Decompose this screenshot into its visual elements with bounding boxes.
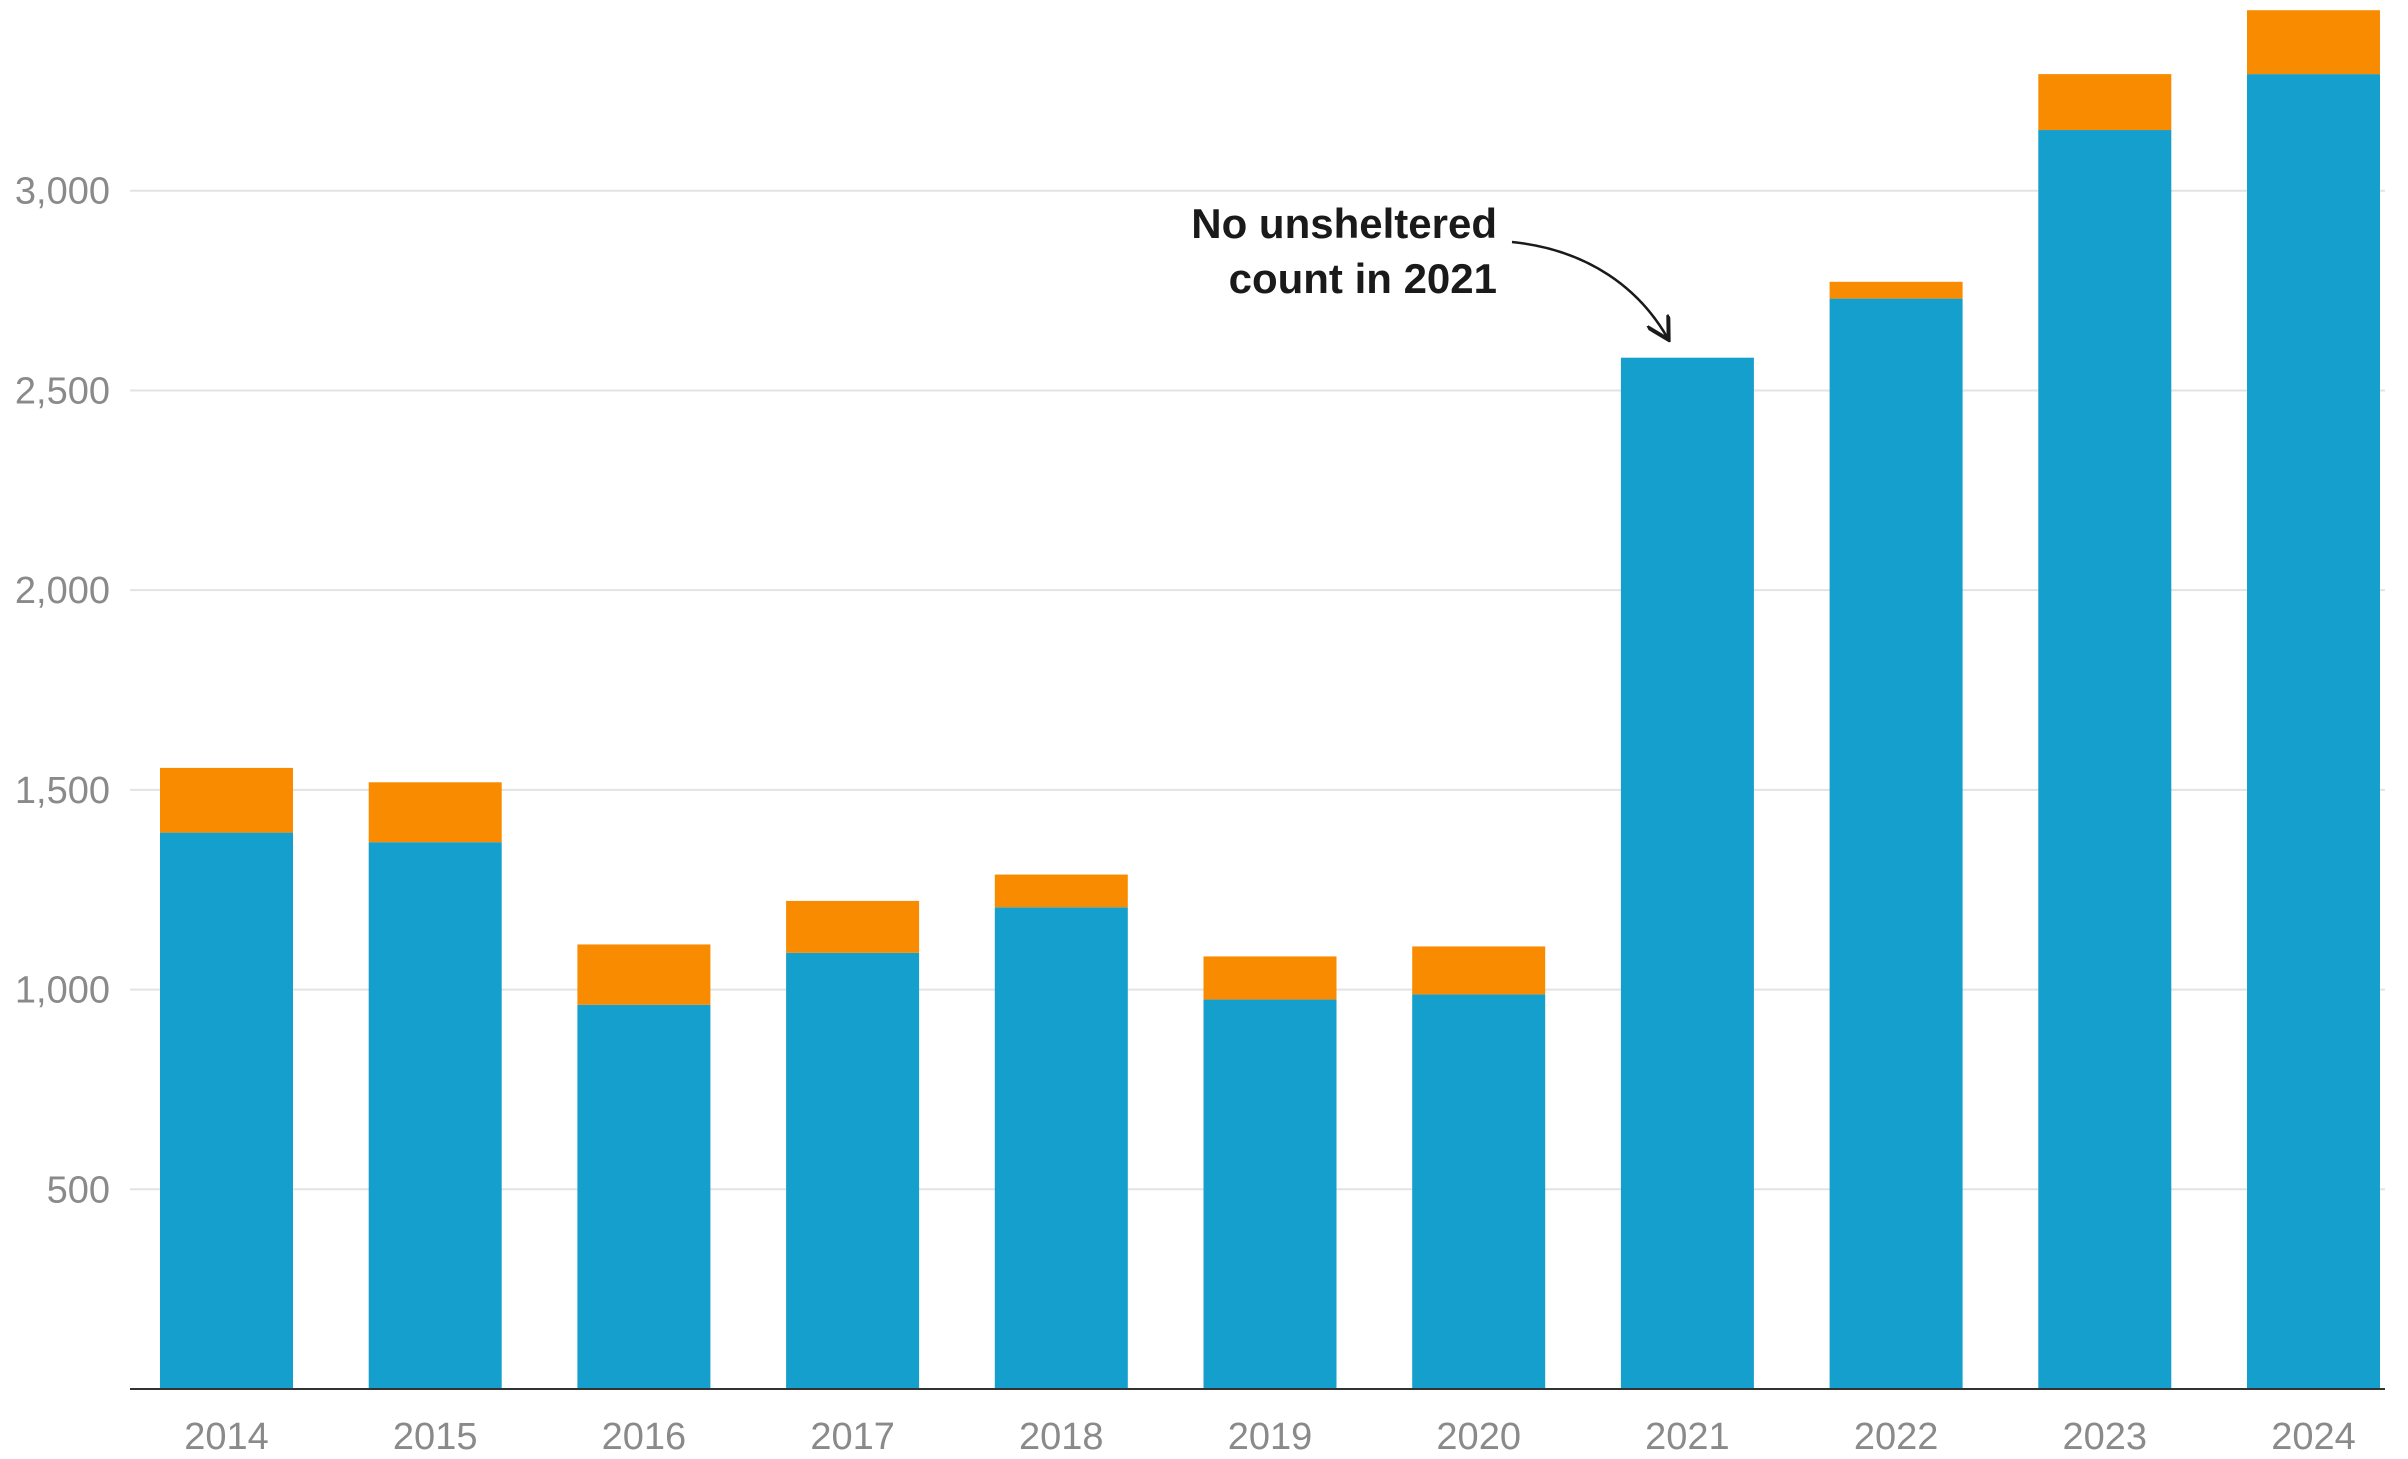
x-axis-ticks: 2014 2015 2016 2017 2018 2019 2020 2021 2022 2023…	[184, 1416, 2356, 1458]
bar-2022-segment-2	[1829, 281, 1963, 299]
bar-2017-segment-1	[786, 952, 920, 1389]
y-tick-label: 3,000	[15, 171, 110, 213]
x-tick-label: 2014	[184, 1416, 269, 1458]
bar-2017-segment-2	[786, 900, 920, 953]
x-tick-label: 2020	[1436, 1416, 1521, 1458]
annotation-arrow	[1511, 240, 1667, 338]
gridlines	[130, 189, 2385, 1191]
bar-2014-segment-1	[160, 832, 293, 1389]
annotation-label: No unsheltered	[1191, 200, 1497, 247]
bar-2024-segment-2	[2247, 10, 2380, 75]
x-tick-label: 2018	[1019, 1416, 1104, 1458]
x-tick-label: 2024	[2271, 1416, 2356, 1458]
bar-2020-segment-1	[1412, 994, 1546, 1389]
bar-2018-segment-1	[994, 907, 1128, 1389]
y-tick-label: 2,500	[15, 370, 110, 412]
x-tick-label: 2019	[1228, 1416, 1313, 1458]
y-axis-ticks: 500 1,000 1,500 2,000 2,500 3,000	[15, 171, 110, 1212]
bar-2018-segment-2	[994, 874, 1128, 908]
bar-2023-segment-2	[2038, 74, 2172, 131]
y-tick-label: 2,000	[15, 570, 110, 612]
x-tick-label: 2023	[2063, 1416, 2148, 1458]
x-tick-label: 2017	[810, 1416, 895, 1458]
y-tick-label: 500	[47, 1169, 110, 1211]
annotation-label: count in 2021	[1229, 255, 1497, 302]
bars	[160, 10, 2380, 1390]
bar-2022-segment-1	[1829, 298, 1963, 1389]
x-tick-label: 2016	[602, 1416, 687, 1458]
bar-2021-segment-1	[1620, 357, 1754, 1390]
y-tick-label: 1,500	[15, 770, 110, 812]
y-tick-label: 1,000	[15, 970, 110, 1012]
x-tick-label: 2021	[1645, 1416, 1730, 1458]
bar-2023-segment-1	[2038, 130, 2172, 1390]
bar-2015-segment-1	[368, 842, 502, 1389]
annotations: No unsheltered count in 2021	[1191, 200, 1667, 338]
bar-2015-segment-2	[368, 782, 502, 843]
bar-2024-segment-1	[2247, 74, 2380, 1390]
bar-2016-segment-1	[577, 1004, 711, 1389]
bar-2019-segment-1	[1203, 999, 1337, 1389]
x-tick-label: 2015	[393, 1416, 478, 1458]
bar-2019-segment-2	[1203, 956, 1337, 1000]
bar-2020-segment-2	[1412, 946, 1546, 995]
bar-2016-segment-2	[577, 944, 711, 1005]
x-tick-label: 2022	[1854, 1416, 1939, 1458]
bar-2014-segment-2	[160, 767, 293, 833]
